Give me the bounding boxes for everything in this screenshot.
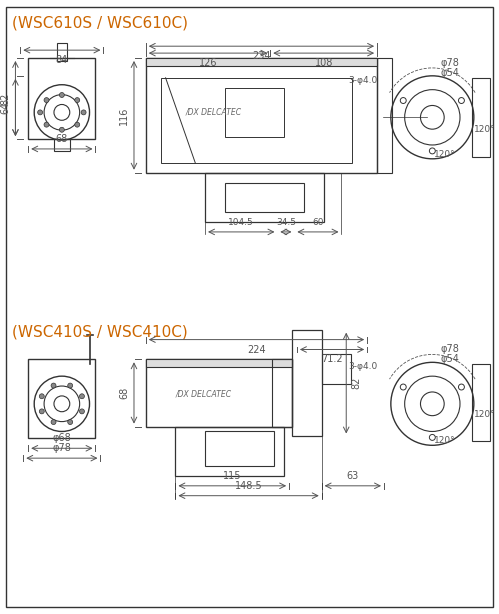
Circle shape	[79, 394, 84, 398]
Text: 108: 108	[314, 58, 333, 68]
Circle shape	[51, 419, 56, 424]
Text: 115: 115	[223, 471, 242, 481]
Text: 126: 126	[199, 58, 218, 68]
Text: φ78: φ78	[440, 344, 459, 354]
Circle shape	[59, 93, 64, 98]
Circle shape	[68, 419, 73, 424]
Circle shape	[79, 409, 84, 414]
Bar	[472, 78, 490, 157]
Bar	[146, 359, 292, 427]
Circle shape	[75, 98, 80, 103]
Bar	[146, 58, 377, 173]
Circle shape	[39, 409, 44, 414]
Circle shape	[68, 383, 73, 388]
Text: 64: 64	[0, 101, 10, 114]
Bar	[205, 173, 324, 222]
Text: 34.5: 34.5	[276, 218, 296, 227]
Text: 82: 82	[0, 92, 10, 105]
Text: 120°: 120°	[474, 410, 496, 419]
Bar	[225, 88, 284, 137]
Bar	[225, 182, 304, 212]
Bar	[272, 359, 292, 427]
Circle shape	[44, 98, 49, 103]
Circle shape	[44, 122, 49, 127]
Bar	[146, 58, 377, 66]
Text: φ78: φ78	[52, 443, 71, 453]
Text: φ54: φ54	[440, 68, 459, 78]
Circle shape	[51, 383, 56, 388]
Text: 71.2: 71.2	[321, 354, 343, 365]
Bar	[28, 58, 95, 139]
Text: φ78: φ78	[440, 58, 459, 68]
Bar	[377, 58, 392, 173]
Circle shape	[39, 394, 44, 398]
Text: 120°: 120°	[434, 437, 456, 445]
Text: 3-φ4.0: 3-φ4.0	[349, 362, 378, 371]
Text: 84: 84	[56, 55, 68, 65]
Text: 120°: 120°	[474, 125, 496, 134]
Bar	[146, 359, 292, 367]
Text: φ54: φ54	[440, 354, 459, 364]
Text: /DX DELCATEC: /DX DELCATEC	[176, 389, 232, 398]
Text: 63: 63	[347, 471, 359, 481]
Circle shape	[75, 122, 80, 127]
Circle shape	[37, 110, 42, 115]
Bar	[57, 43, 67, 61]
Text: 68: 68	[119, 387, 129, 399]
Circle shape	[81, 110, 86, 115]
Bar	[161, 78, 352, 163]
Text: 82: 82	[351, 377, 361, 389]
Text: 148.5: 148.5	[235, 481, 262, 491]
Circle shape	[59, 127, 64, 132]
Bar	[472, 364, 490, 441]
Text: /DX DELCATEC: /DX DELCATEC	[185, 108, 242, 117]
Text: 3-φ4.0: 3-φ4.0	[349, 76, 378, 85]
Text: 68: 68	[56, 134, 68, 144]
Text: 120°: 120°	[434, 150, 456, 159]
Text: (WSC610S / WSC610C): (WSC610S / WSC610C)	[12, 15, 189, 31]
Bar	[54, 139, 70, 151]
Text: 116: 116	[119, 106, 129, 125]
Text: 60: 60	[312, 218, 324, 227]
Text: 224: 224	[247, 344, 266, 354]
Bar	[176, 427, 284, 476]
Bar	[321, 354, 351, 384]
Bar	[292, 330, 321, 437]
Text: φ68: φ68	[52, 433, 71, 443]
Text: 104.5: 104.5	[229, 218, 254, 227]
Bar	[205, 432, 274, 466]
Bar	[28, 359, 95, 438]
Text: 234: 234	[252, 51, 270, 61]
Text: (WSC410S / WSC410C): (WSC410S / WSC410C)	[12, 325, 188, 340]
